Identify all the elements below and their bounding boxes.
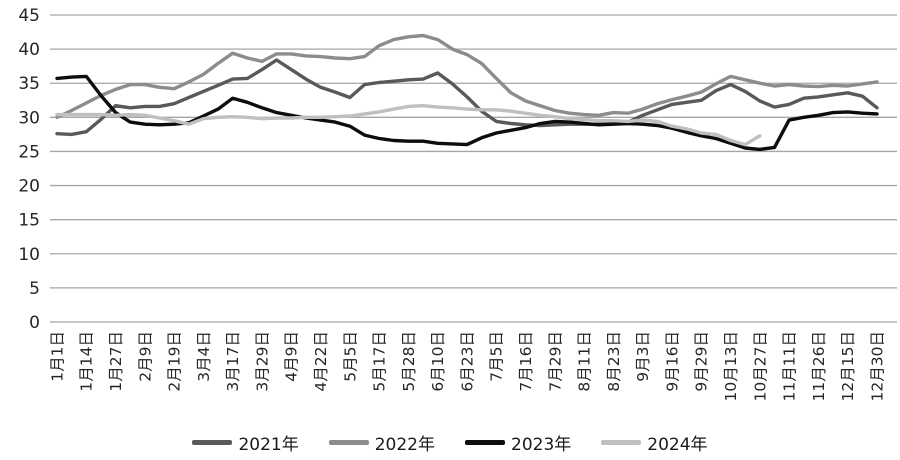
legend-label: 2022年 [374,434,435,455]
legend-line-swatch [192,439,233,445]
chart-legend: 2021年 2022年 2023年 2024年 [0,424,900,460]
legend-line-swatch [328,439,369,445]
x-axis-tick-label: 11月11日 [781,331,799,401]
x-axis-tick-label: 2月19日 [166,331,184,392]
legend-label: 2021年 [238,434,299,455]
legend-line-swatch [601,439,642,445]
series-line-2021年 [55,58,879,137]
x-axis-tick-label: 1月1日 [48,331,66,382]
y-axis-tick-label: 10 [18,245,40,265]
x-axis-tick-label: 3月4日 [195,331,213,382]
x-axis-tick-label: 4月9日 [283,331,301,382]
x-axis-tick-label: 5月17日 [371,331,389,392]
x-axis-tick-label: 11月26日 [810,331,828,401]
x-axis-tick-label: 2月9日 [136,331,154,382]
y-axis-tick-label: 20 [18,177,40,197]
x-axis-tick-label: 8月23日 [605,331,623,392]
x-axis-tick-label: 7月16日 [517,331,535,392]
legend-line-swatch [465,439,505,445]
x-axis-tick-label: 6月23日 [458,331,476,392]
x-axis-tick-label: 7月5日 [488,331,506,382]
x-axis-tick-label: 5月28日 [400,331,418,392]
legend-item-2022年[interactable]: 2022年 [328,430,435,455]
x-axis-tick-label: 12月30日 [868,331,886,401]
x-axis-tick-label: 1月27日 [107,331,125,392]
plot-area: 0 5 10 15 20 25 30 35 40 45 1月1日 1月14日 1月27日 2月9日 2月19… [18,6,897,401]
x-axis-tick-label: 1月14日 [78,331,96,392]
series-line-2022年 [55,33,879,120]
y-axis-tick-label: 45 [18,6,40,26]
y-axis-tick-label: 0 [29,313,40,333]
x-axis-tick-label: 5月5日 [341,331,359,382]
series-line-2024年 [55,103,762,147]
y-axis-tick-label: 40 [18,40,40,60]
y-axis-tick-label: 35 [18,74,40,94]
y-axis-tick-label: 30 [18,108,40,128]
x-axis-tick-label: 9月29日 [693,331,711,392]
legend-label: 2023年 [511,434,572,455]
x-axis-tick-label: 12月15日 [839,331,857,401]
x-axis-tick-label: 10月13日 [722,331,740,401]
x-axis-tick-label: 4月22日 [312,331,330,392]
x-axis-tick-label: 7月29日 [546,331,564,392]
series-line-2023年 [55,74,879,152]
y-axis-tick-label: 25 [18,142,40,162]
y-axis-tick-label: 5 [29,279,40,299]
x-axis-tick-label: 9月16日 [663,331,681,392]
legend-item-2023年[interactable]: 2023年 [465,430,571,455]
x-axis-tick-label: 6月10日 [429,331,447,392]
x-axis-tick-label: 3月17日 [224,331,242,392]
y-axis-tick-label: 15 [18,211,40,231]
x-axis-tick-label: 8月11日 [576,331,594,392]
line-chart: 0 5 10 15 20 25 30 35 40 45 1月1日 1月14日 1月27日 2月9日 2月19… [18,6,897,401]
legend-item-2024年[interactable]: 2024年 [601,430,708,455]
x-axis-tick-label: 10月27日 [751,331,769,401]
x-axis-tick-label: 3月29日 [253,331,271,392]
legend-item-2021年[interactable]: 2021年 [192,430,299,455]
legend-label: 2024年 [647,434,708,455]
x-axis-tick-label: 9月3日 [634,331,652,382]
